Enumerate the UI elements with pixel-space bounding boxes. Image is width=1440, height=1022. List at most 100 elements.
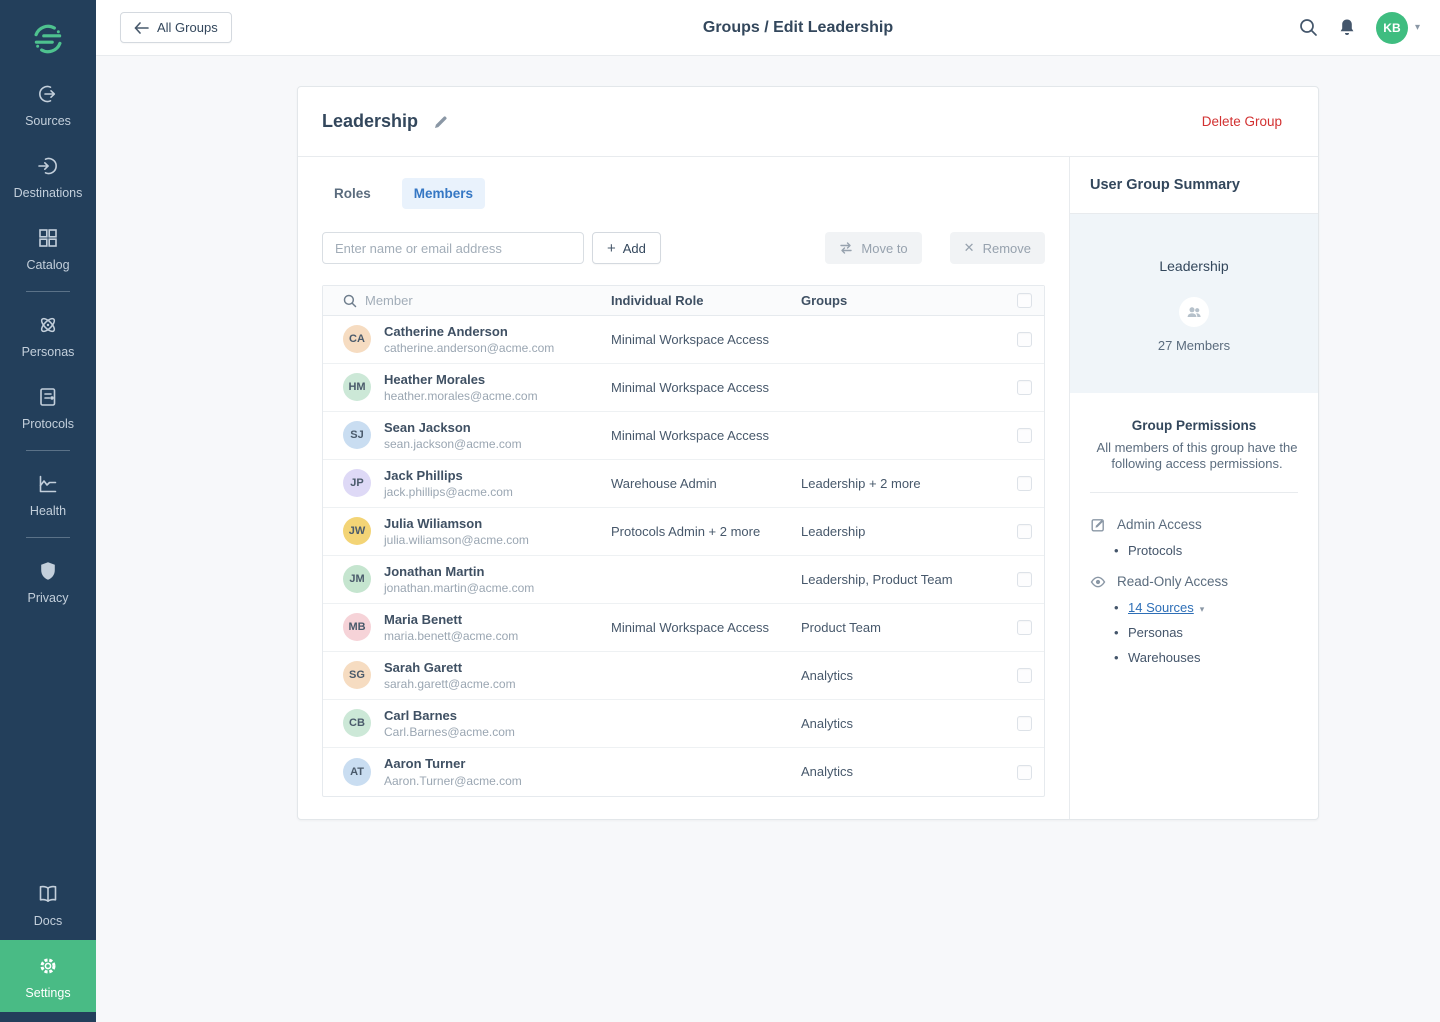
sidebar-item-docs[interactable]: Docs bbox=[0, 868, 96, 940]
member-email: sarah.garett@acme.com bbox=[384, 677, 516, 692]
member-search-input[interactable] bbox=[322, 232, 584, 264]
row-checkbox[interactable] bbox=[1017, 476, 1032, 491]
summary-title: User Group Summary bbox=[1070, 157, 1318, 214]
sidebar-item-catalog[interactable]: Catalog bbox=[0, 212, 96, 284]
list-item: Personas bbox=[1090, 625, 1298, 640]
user-menu[interactable]: KB ▾ bbox=[1375, 11, 1420, 44]
members-table: Member Individual Role Groups CA Catheri… bbox=[322, 285, 1045, 797]
member-count: 27 Members bbox=[1157, 338, 1231, 353]
permissions-title: Group Permissions bbox=[1131, 418, 1257, 433]
member-groups: Leadership, Product Team bbox=[801, 571, 953, 587]
avatar: HM bbox=[343, 373, 371, 402]
remove-button[interactable]: ✕ Remove bbox=[949, 232, 1045, 264]
readonly-access-heading: Read-Only Access bbox=[1090, 574, 1298, 590]
table-row: SG Sarah Garett sarah.garett@acme.com An… bbox=[323, 652, 1044, 700]
user-avatar: KB bbox=[1375, 11, 1408, 44]
avatar: CB bbox=[343, 709, 371, 738]
notifications-bell-icon[interactable] bbox=[1338, 18, 1356, 37]
admin-access-list: Protocols bbox=[1090, 543, 1298, 558]
search-icon[interactable] bbox=[1299, 18, 1318, 37]
sidebar-item-privacy[interactable]: Privacy bbox=[0, 545, 96, 617]
edit-square-icon bbox=[1090, 517, 1106, 533]
edit-pencil-icon[interactable] bbox=[432, 113, 450, 131]
remove-label: Remove bbox=[982, 240, 1031, 256]
member-name: Aaron Turner bbox=[384, 756, 466, 772]
sidebar-item-sources[interactable]: Sources bbox=[0, 68, 96, 140]
list-item: Warehouses bbox=[1090, 650, 1298, 665]
member-role: Minimal Workspace Access bbox=[611, 331, 769, 347]
sidebar: Sources Destinations Catalog bbox=[0, 0, 96, 1022]
permissions-description: All members of this group have the follo… bbox=[1096, 440, 1298, 472]
back-button-label: All Groups bbox=[157, 20, 218, 35]
row-checkbox[interactable] bbox=[1017, 428, 1032, 443]
avatar: MB bbox=[343, 613, 371, 642]
chevron-down-icon[interactable]: ▾ bbox=[1199, 603, 1205, 614]
chevron-down-icon: ▾ bbox=[1414, 22, 1420, 33]
member-email: jonathan.martin@acme.com bbox=[384, 581, 535, 596]
member-name: Sarah Garett bbox=[384, 659, 463, 675]
member-groups: Leadership + 2 more bbox=[801, 475, 921, 491]
avatar: CA bbox=[343, 325, 371, 354]
member-filter-search-icon[interactable] bbox=[343, 294, 357, 308]
row-checkbox[interactable] bbox=[1017, 620, 1032, 635]
tab-roles[interactable]: Roles bbox=[334, 186, 371, 201]
column-header-member[interactable]: Member bbox=[365, 293, 413, 308]
eye-icon bbox=[1090, 574, 1106, 590]
table-row: MB Maria Benett maria.benett@acme.com Mi… bbox=[323, 604, 1044, 652]
sidebar-item-destinations[interactable]: Destinations bbox=[0, 140, 96, 212]
sidebar-item-personas[interactable]: Personas bbox=[0, 299, 96, 371]
member-role: Protocols Admin + 2 more bbox=[611, 523, 761, 539]
avatar: AT bbox=[343, 757, 371, 786]
sidebar-item-label: Docs bbox=[33, 914, 63, 928]
member-name: Julia Wiliamson bbox=[384, 515, 483, 531]
tab-members[interactable]: Members bbox=[401, 178, 486, 209]
group-permissions-section: Group Permissions All members of this gr… bbox=[1070, 393, 1318, 701]
sidebar-item-settings[interactable]: Settings bbox=[0, 940, 96, 1012]
sidebar-item-protocols[interactable]: Protocols bbox=[0, 371, 96, 443]
personas-icon bbox=[36, 313, 60, 337]
move-arrows-icon bbox=[839, 241, 853, 255]
readonly-access-list: 14 Sources ▾ Personas Warehouses bbox=[1090, 600, 1298, 665]
row-checkbox[interactable] bbox=[1017, 524, 1032, 539]
summary-section: Leadership 27 Members bbox=[1070, 214, 1318, 393]
avatar: JM bbox=[343, 565, 371, 594]
column-header-groups: Groups bbox=[801, 292, 848, 308]
move-to-button[interactable]: Move to bbox=[825, 232, 922, 264]
sidebar-item-label: Catalog bbox=[26, 258, 70, 272]
catalog-icon bbox=[36, 226, 60, 250]
add-member-button[interactable]: + Add bbox=[592, 232, 661, 264]
page-content: Leadership Delete Group Roles Members bbox=[96, 56, 1440, 1022]
member-email: julia.wiliamson@acme.com bbox=[384, 533, 529, 548]
row-checkbox[interactable] bbox=[1017, 332, 1032, 347]
row-checkbox[interactable] bbox=[1017, 572, 1032, 587]
avatar: SJ bbox=[343, 421, 371, 450]
sidebar-divider bbox=[26, 537, 70, 538]
readonly-access-label: Read-Only Access bbox=[1117, 574, 1229, 589]
select-all-checkbox[interactable] bbox=[1017, 293, 1032, 308]
row-checkbox[interactable] bbox=[1017, 716, 1032, 731]
segment-logo[interactable] bbox=[29, 0, 67, 68]
member-email: heather.morales@acme.com bbox=[384, 389, 538, 404]
row-checkbox[interactable] bbox=[1017, 380, 1032, 395]
row-checkbox[interactable] bbox=[1017, 764, 1032, 780]
member-name: Jack Phillips bbox=[384, 467, 463, 483]
divider bbox=[1090, 491, 1298, 493]
member-name: Maria Benett bbox=[384, 611, 463, 627]
member-name: Jonathan Martin bbox=[384, 563, 485, 579]
admin-access-label: Admin Access bbox=[1117, 517, 1202, 532]
row-checkbox[interactable] bbox=[1017, 668, 1032, 683]
sources-count-link[interactable]: 14 Sources bbox=[1128, 599, 1194, 615]
group-card-header: Leadership Delete Group bbox=[298, 87, 1318, 157]
delete-group-button[interactable]: Delete Group bbox=[1201, 114, 1282, 129]
table-row: JM Jonathan Martin jonathan.martin@acme.… bbox=[323, 556, 1044, 604]
table-row: HM Heather Morales heather.morales@acme.… bbox=[323, 364, 1044, 412]
sidebar-item-label: Sources bbox=[25, 114, 71, 128]
member-name: Carl Barnes bbox=[384, 707, 457, 723]
sidebar-item-label: Health bbox=[29, 504, 67, 518]
members-toolbar: + Add Move to bbox=[322, 232, 1045, 264]
protocols-icon bbox=[36, 385, 60, 409]
sidebar-item-health[interactable]: Health bbox=[0, 458, 96, 530]
topbar: All Groups Groups / Edit Leadership KB ▾ bbox=[96, 0, 1440, 56]
all-groups-back-button[interactable]: All Groups bbox=[120, 12, 232, 43]
settings-gear-icon bbox=[36, 954, 60, 978]
